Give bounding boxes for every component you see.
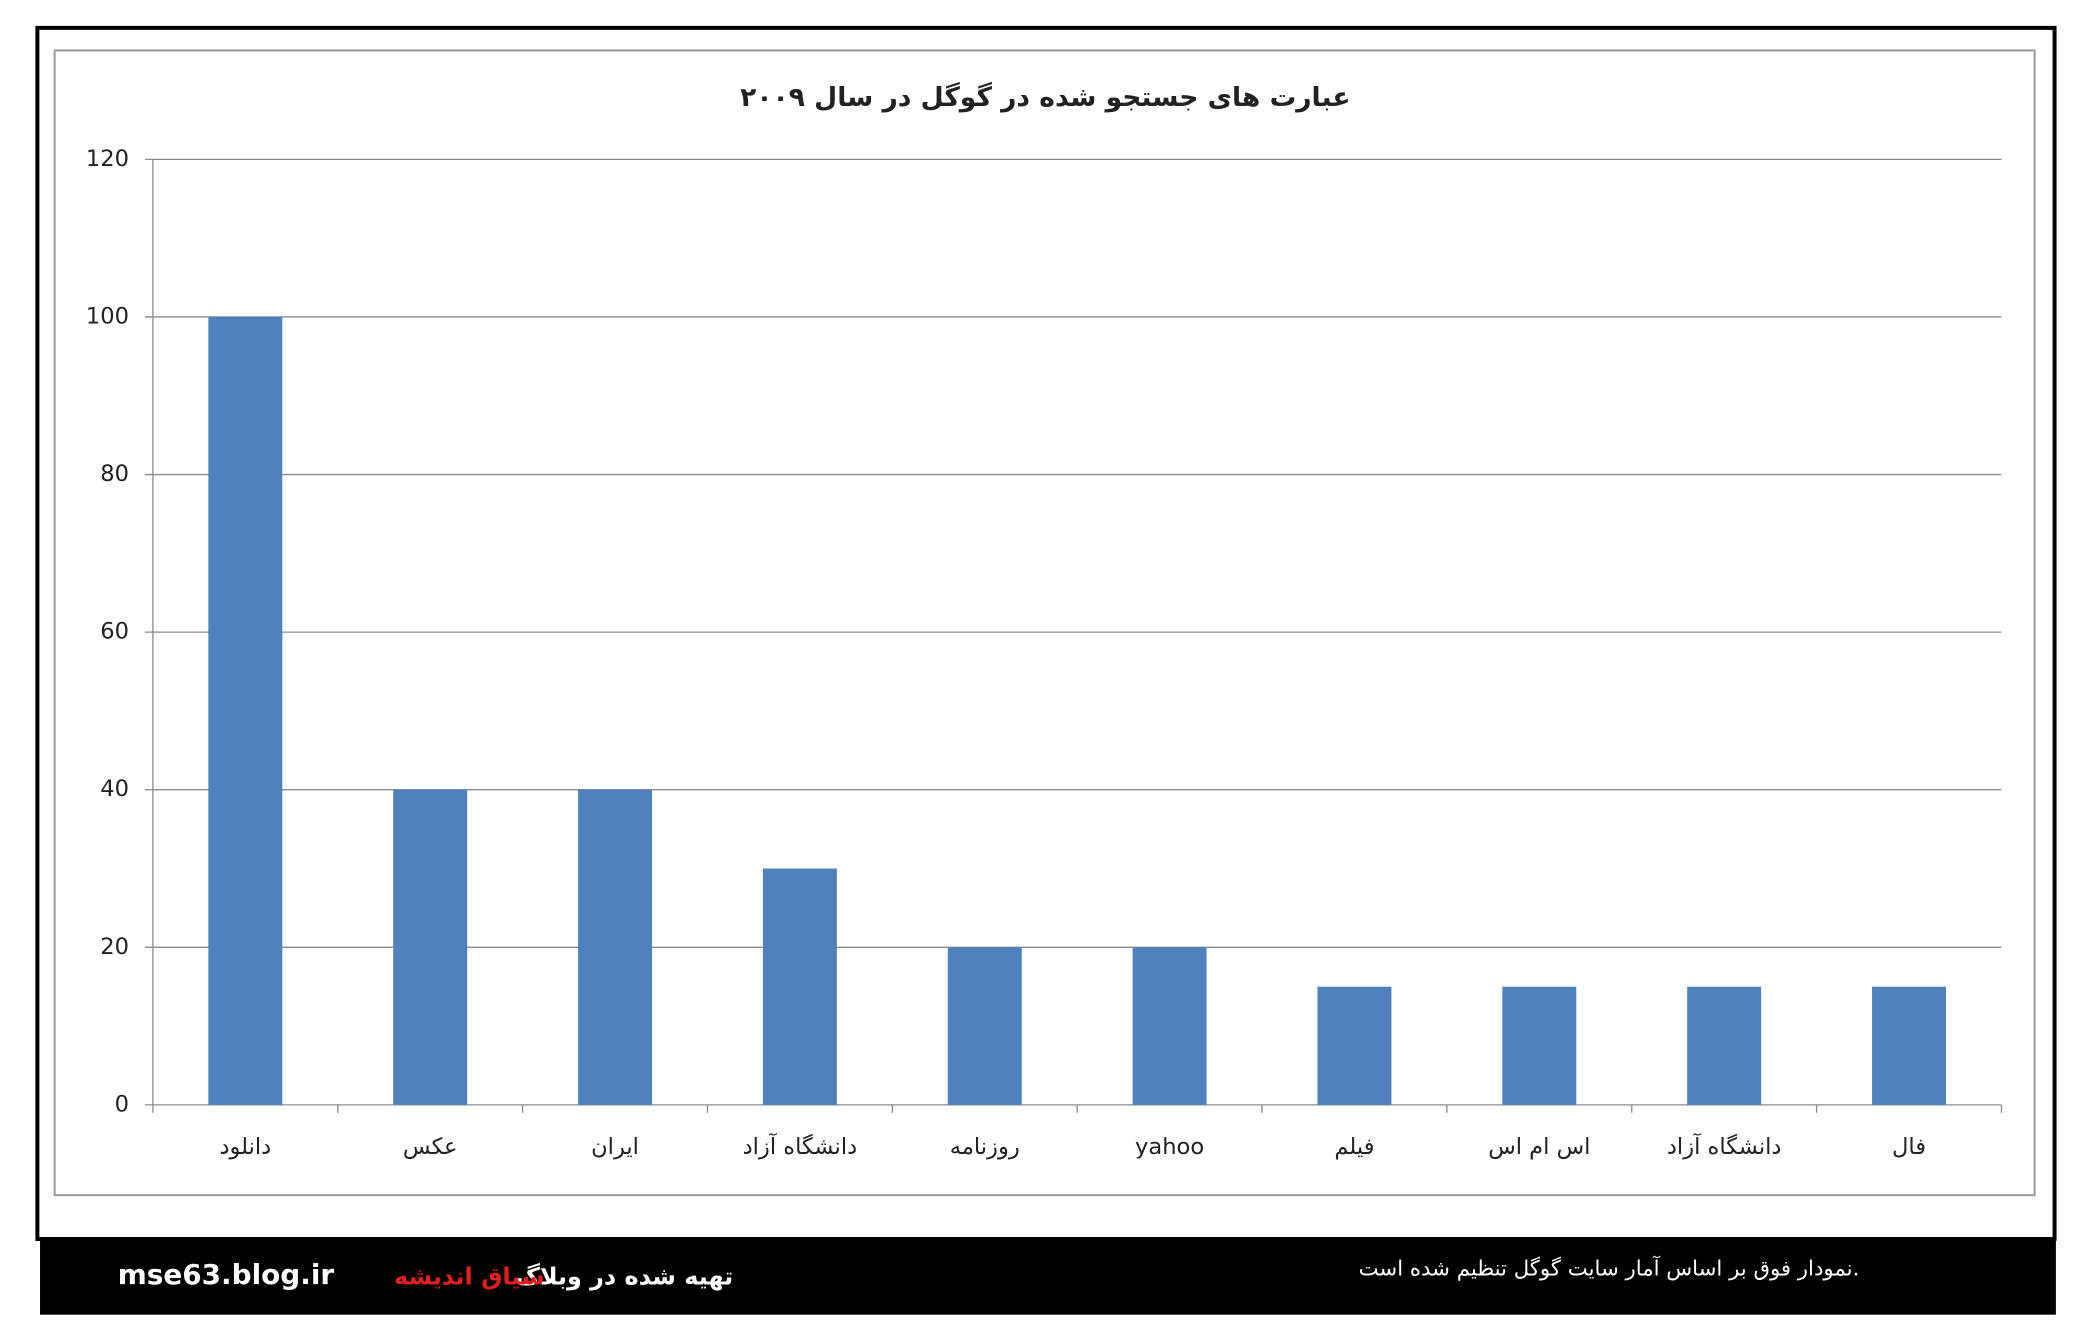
x-tick-label: ایران xyxy=(591,1134,639,1160)
chart-title: عبارت های جستجو شده در گوگل در سال ۲۰۰۹ xyxy=(740,81,1350,113)
y-tick-label: 120 xyxy=(86,146,129,172)
bar xyxy=(1687,986,1762,1105)
x-tick-label: دانلود xyxy=(219,1134,271,1160)
x-tick-label: دانشگاه آزاد xyxy=(1667,1132,1782,1160)
bar xyxy=(393,789,468,1105)
footer-credit: تهیه شده در وبلاگ xyxy=(515,1263,733,1291)
bar xyxy=(1502,986,1577,1105)
bar xyxy=(578,789,653,1105)
y-tick-label: 20 xyxy=(100,934,129,960)
bar xyxy=(1317,986,1392,1105)
x-tick-label: فیلم xyxy=(1334,1134,1374,1160)
y-tick-label: 60 xyxy=(100,619,129,645)
y-tick-label: 40 xyxy=(100,776,129,802)
bar xyxy=(947,947,1022,1105)
bar xyxy=(762,868,837,1105)
x-tick-label: روزنامه xyxy=(950,1134,1020,1160)
footer-bar xyxy=(40,1237,2056,1315)
x-tick-label: دانشگاه آزاد xyxy=(743,1132,858,1160)
bar xyxy=(208,316,283,1105)
bar xyxy=(1872,986,1946,1105)
footer-note: نمودار فوق بر اساس آمار سایت گوگل تنظیم … xyxy=(1359,1255,1860,1282)
y-tick-label: 100 xyxy=(86,303,129,329)
y-tick-label: 0 xyxy=(115,1091,129,1117)
x-tick-label: yahoo xyxy=(1135,1134,1204,1160)
x-tick-label: فال xyxy=(1892,1134,1926,1160)
bar xyxy=(1132,947,1207,1105)
x-tick-label: اس ام اس xyxy=(1488,1134,1590,1160)
y-tick-label: 80 xyxy=(100,461,129,487)
footer-site: mse63.blog.ir xyxy=(118,1258,335,1291)
footer-blog: سیاق اندیشه xyxy=(394,1263,545,1291)
x-tick-label: عکس xyxy=(403,1134,458,1160)
